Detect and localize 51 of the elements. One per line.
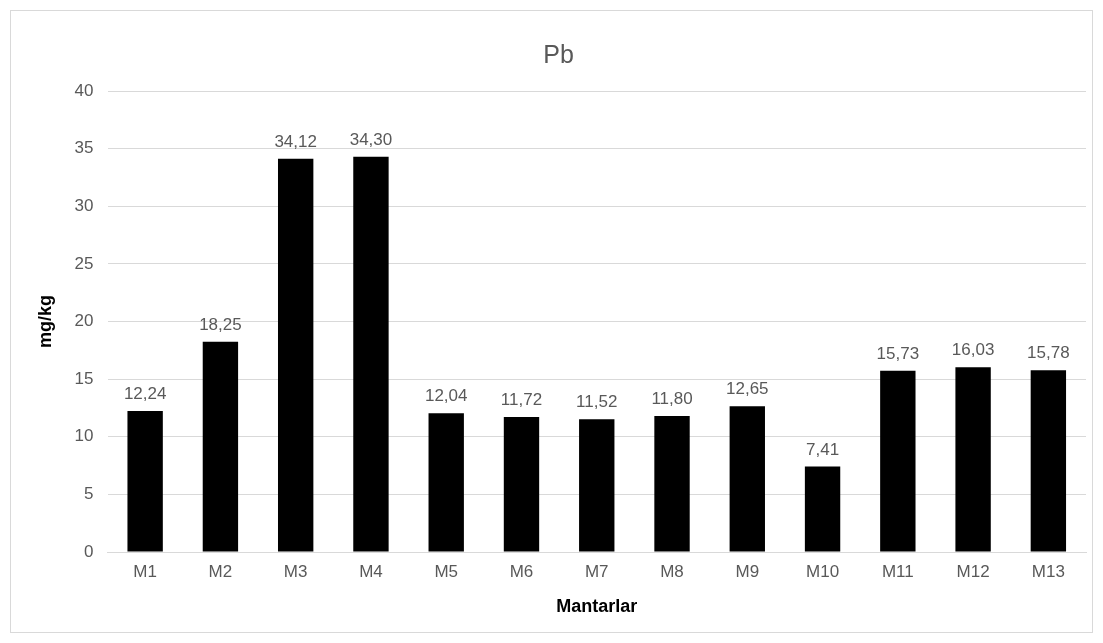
bar xyxy=(804,466,841,552)
data-label: 34,30 xyxy=(349,129,393,149)
data-label: 18,25 xyxy=(199,314,242,334)
x-tick-label: M4 xyxy=(359,561,383,581)
y-tick-label: 0 xyxy=(84,541,94,561)
data-label: 7,41 xyxy=(806,439,840,459)
bar xyxy=(880,370,916,552)
x-tick-label: M9 xyxy=(735,561,760,581)
x-tick-label: M2 xyxy=(208,561,233,581)
data-label: 11,52 xyxy=(576,392,618,412)
bar xyxy=(127,410,163,552)
data-label: 15,78 xyxy=(1027,343,1070,363)
bar xyxy=(1030,370,1067,552)
data-label: 12,65 xyxy=(726,379,769,399)
data-label: 34,12 xyxy=(274,131,317,151)
y-tick-label: 30 xyxy=(74,195,94,215)
chart-title: Pb xyxy=(543,39,574,68)
x-tick-label: M12 xyxy=(956,561,990,581)
x-tick-label: M1 xyxy=(133,561,157,581)
y-tick-label: 15 xyxy=(74,368,94,388)
y-tick-label: 20 xyxy=(74,311,94,331)
data-label: 16,03 xyxy=(951,340,995,360)
y-tick-label: 35 xyxy=(74,138,94,158)
data-label: 15,73 xyxy=(876,343,920,363)
x-axis-title: Mantarlar xyxy=(556,596,638,617)
y-tick-label: 10 xyxy=(74,426,94,446)
x-tick-label: M11 xyxy=(881,561,914,581)
y-tick-label: 40 xyxy=(74,80,94,100)
bar xyxy=(503,416,540,552)
bar xyxy=(353,156,389,552)
x-tick-label: M6 xyxy=(509,561,534,581)
x-tick-label: M8 xyxy=(660,561,684,581)
data-label: 11,80 xyxy=(651,389,693,409)
y-tick-label: 25 xyxy=(74,253,94,273)
data-label: 12,04 xyxy=(424,386,468,406)
bar xyxy=(955,367,991,552)
x-tick-label: M3 xyxy=(283,561,308,581)
x-tick-label: M13 xyxy=(1031,561,1065,581)
bar xyxy=(277,158,314,552)
x-tick-label: M5 xyxy=(434,561,459,581)
y-axis-title: mg/kg xyxy=(34,294,55,349)
data-label: 12,24 xyxy=(123,384,167,404)
bar xyxy=(654,416,690,552)
x-tick-label: M7 xyxy=(584,561,609,581)
y-tick-label: 5 xyxy=(84,484,94,504)
bar xyxy=(202,341,239,552)
bar xyxy=(428,413,464,552)
x-tick-label: M10 xyxy=(806,561,840,581)
data-label: 11,72 xyxy=(500,390,543,410)
bar xyxy=(729,406,765,552)
bar xyxy=(579,419,615,552)
